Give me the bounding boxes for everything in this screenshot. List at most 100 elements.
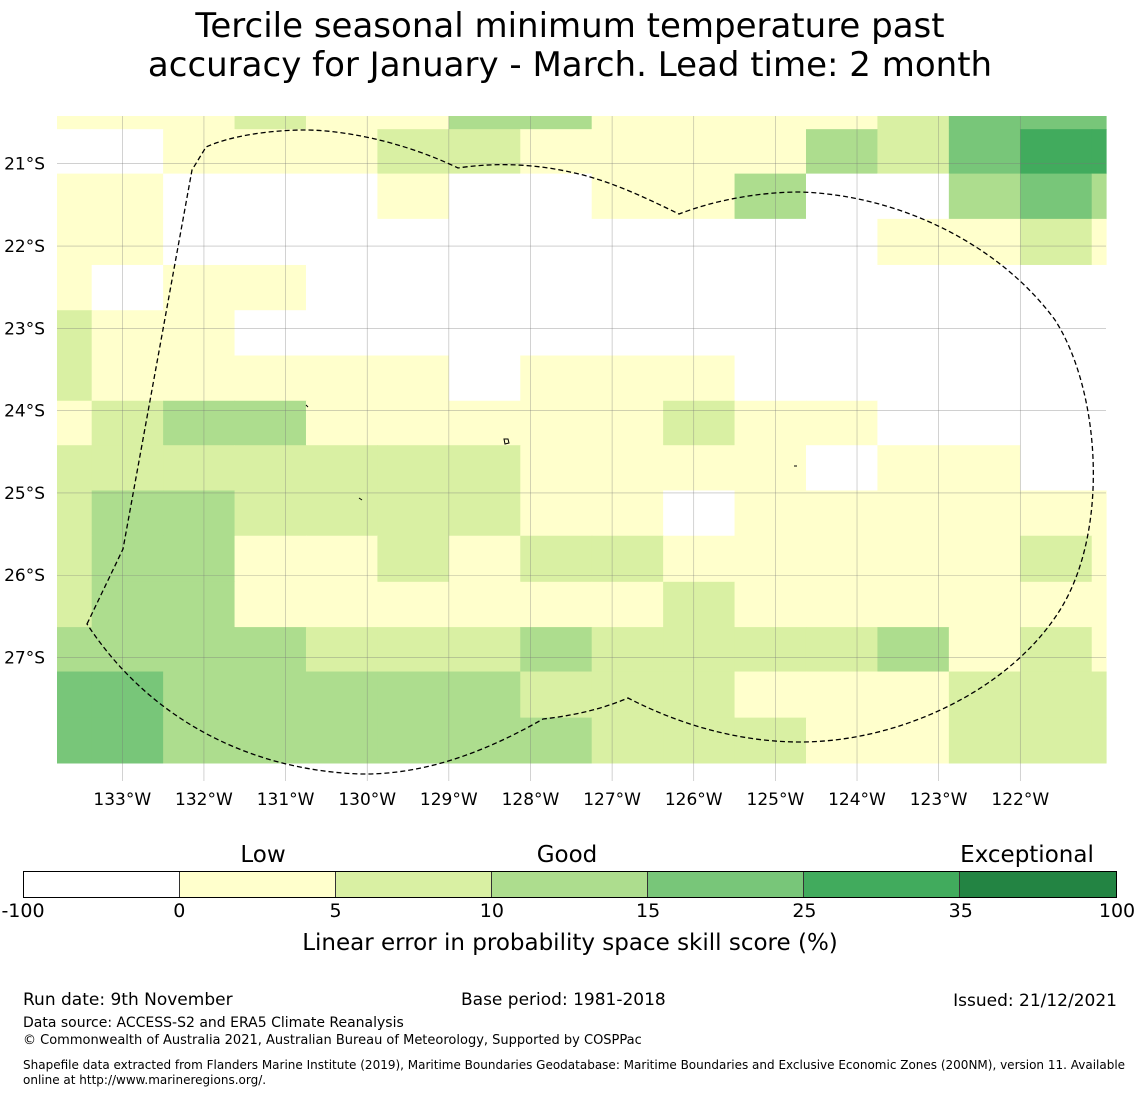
heatmap-cell — [1020, 535, 1093, 583]
heatmap-cell — [877, 264, 950, 311]
colorbar-segment — [492, 872, 648, 897]
heatmap-cell — [1020, 218, 1093, 266]
heatmap-cell — [377, 129, 450, 175]
heatmap-cell — [877, 173, 950, 220]
heatmap-cell — [734, 627, 807, 673]
heatmap-cells — [57, 116, 1107, 764]
heatmap-cell — [520, 627, 593, 673]
heatmap-cell — [305, 116, 379, 130]
y-tick-label: 27°S — [4, 649, 45, 669]
heatmap-cell — [234, 581, 307, 628]
heatmap-cell — [377, 671, 450, 719]
heatmap-cell — [91, 129, 164, 175]
heatmap-cell — [1091, 400, 1107, 446]
heatmap-cell — [877, 445, 950, 492]
colorbar-segment — [24, 872, 180, 897]
x-tick-label: 133°W — [93, 790, 151, 810]
heatmap-cell — [1020, 264, 1093, 311]
heatmap-cell — [448, 717, 521, 764]
heatmap-cell — [520, 173, 593, 220]
x-tick-label: 129°W — [420, 790, 478, 810]
heatmap-cell — [1020, 355, 1093, 402]
heatmap-cell — [305, 173, 379, 220]
heatmap-cell — [1020, 671, 1093, 719]
colorbar-tick-label: 100 — [1098, 900, 1136, 922]
heatmap-cell — [520, 400, 593, 446]
colorbar-segment — [804, 872, 960, 897]
heatmap-cell — [520, 717, 593, 764]
heatmap-cell — [305, 355, 379, 402]
heatmap-cell — [877, 218, 950, 266]
heatmap-cell — [377, 264, 450, 311]
heatmap-cell — [663, 671, 736, 719]
heatmap-cell — [448, 310, 521, 357]
heatmap-cell — [591, 535, 664, 583]
colorbar-segment — [960, 872, 1116, 897]
heatmap-cell — [448, 355, 521, 402]
colorbar — [23, 871, 1117, 898]
heatmap-cell — [805, 400, 879, 446]
heatmap-cell — [734, 445, 807, 492]
heatmap-cell — [1091, 490, 1107, 537]
heatmap-cell — [91, 581, 164, 628]
heatmap-cell — [163, 717, 236, 764]
heatmap-cell — [377, 400, 450, 446]
heatmap-cell — [234, 355, 307, 402]
heatmap-cell — [234, 264, 307, 311]
heatmap-cell — [91, 671, 164, 719]
shapefile-credit: Shapefile data extracted from Flanders M… — [23, 1058, 1126, 1087]
heatmap-cell — [948, 717, 1021, 764]
heatmap-cell — [805, 627, 879, 673]
heatmap-cell — [877, 490, 950, 537]
heatmap-cell — [377, 173, 450, 220]
heatmap-cell — [91, 445, 164, 492]
heatmap-cell — [91, 355, 164, 402]
island-outline — [358, 497, 363, 501]
heatmap-cell — [57, 264, 93, 311]
colorbar-tick-label: 10 — [479, 900, 504, 922]
heatmap-cell — [377, 218, 450, 266]
heatmap-cell — [1091, 581, 1107, 628]
heatmap-cell — [948, 400, 1021, 446]
heatmap-cell — [663, 116, 736, 130]
x-axis-ticks: 133°W 132°W 131°W 130°W 129°W 128°W 127°W 126°W… — [93, 790, 1049, 810]
heatmap-cell — [663, 581, 736, 628]
heatmap-cell — [591, 264, 664, 311]
eez-boundary — [86, 129, 1094, 775]
colorbar-ticks: -100 0 5 10 15 25 35 100 — [0, 900, 1140, 926]
heatmap-cell — [591, 445, 664, 492]
colorbar-segment — [180, 872, 336, 897]
heatmap-cell — [948, 129, 1021, 175]
heatmap-cell — [734, 400, 807, 446]
heatmap-cell — [663, 445, 736, 492]
heatmap-cell — [163, 218, 236, 266]
heatmap-cell — [163, 490, 236, 537]
data-source: Data source: ACCESS-S2 and ERA5 Climate … — [23, 1015, 404, 1031]
heatmap-cell — [1091, 671, 1107, 719]
heatmap-cell — [1091, 173, 1107, 220]
heatmap-cell — [948, 116, 1021, 130]
heatmap-cell — [520, 218, 593, 266]
heatmap-cell — [377, 535, 450, 583]
chart-title-line-2: accuracy for January - March. Lead time:… — [147, 45, 993, 85]
heatmap-cell — [163, 116, 236, 130]
heatmap-cell — [877, 129, 950, 175]
heatmap-cell — [377, 490, 450, 537]
heatmap-cell — [448, 173, 521, 220]
heatmap-cell — [234, 116, 307, 130]
heatmap-cell — [1020, 627, 1093, 673]
colorbar-tick-label: -100 — [1, 900, 45, 922]
heatmap-cell — [1091, 116, 1107, 130]
heatmap-cell — [57, 535, 93, 583]
eez-boundary-line — [86, 129, 1094, 775]
heatmap-cell — [91, 116, 164, 130]
heatmap-cell — [1020, 445, 1093, 492]
x-tick-label: 122°W — [991, 790, 1049, 810]
heatmap-cell — [1020, 173, 1093, 220]
x-tick-label: 127°W — [583, 790, 641, 810]
heatmap-cell — [663, 400, 736, 446]
heatmap-cell — [163, 400, 236, 446]
heatmap-cell — [591, 717, 664, 764]
heatmap-cell — [57, 671, 93, 719]
heatmap-cell — [663, 535, 736, 583]
